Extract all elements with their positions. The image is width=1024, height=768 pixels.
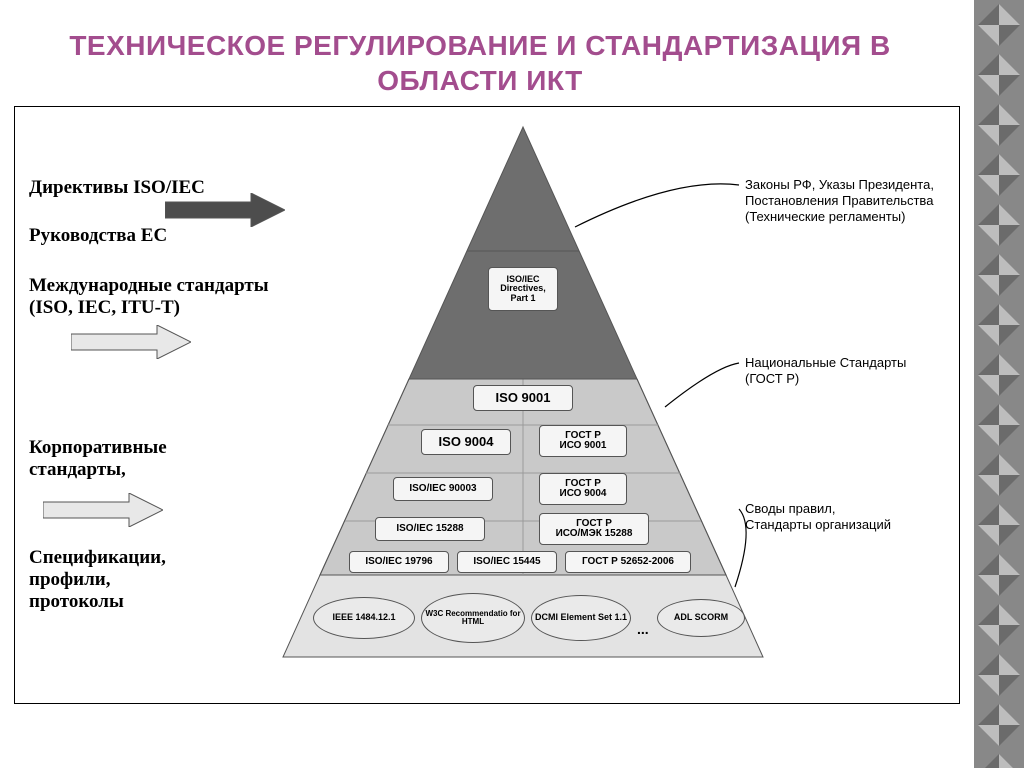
box-iso-iec-directives: ISO/IEC Directives, Part 1 (488, 267, 558, 311)
arrow-bot-light (43, 493, 163, 527)
left-label-guides: Руководства ЕС (29, 225, 167, 247)
text: ГОСТ Р (565, 430, 601, 441)
left-label-intl-b: (ISO, IEC, ITU-T) (29, 297, 180, 319)
ellipsis-dots: ... (637, 621, 649, 637)
left-label-corp-a: Корпоративные (29, 437, 167, 459)
left-label-spec-b: профили, (29, 569, 110, 591)
ellipse-ieee: IEEE 1484.12.1 (313, 597, 415, 639)
arrow-mid-light (71, 325, 191, 359)
box-iso-iec-90003: ISO/IEC 90003 (393, 477, 493, 501)
text: ИСО 9004 (560, 488, 607, 499)
box-iso-iec-15445: ISO/IEC 15445 (457, 551, 557, 573)
box-gost-iso-9001: ГОСТ РИСО 9001 (539, 425, 627, 457)
slide: ТЕХНИЧЕСКОЕ РЕГУЛИРОВАНИЕ И СТАНДАРТИЗАЦ… (0, 0, 1024, 768)
page-title: ТЕХНИЧЕСКОЕ РЕГУЛИРОВАНИЕ И СТАНДАРТИЗАЦ… (0, 28, 960, 98)
box-gost-iso-9004: ГОСТ РИСО 9004 (539, 473, 627, 505)
diagram-frame: Директивы ISO/IEC Руководства ЕС Междуна… (14, 106, 960, 704)
text: ИСО/МЭК 15288 (556, 528, 633, 539)
pyramid: ISO/IEC Directives, Part 1 ISO 9001 ISO … (253, 117, 793, 677)
left-label-corp-b: стандарты, (29, 459, 126, 481)
box-iso-9004: ISO 9004 (421, 429, 511, 455)
ellipse-w3c: W3C Recommendatio for HTML (421, 593, 525, 643)
decorative-strip (974, 0, 1024, 768)
left-label-spec-a: Спецификации, (29, 547, 166, 569)
box-iso-9001: ISO 9001 (473, 385, 573, 411)
left-label-spec-c: протоколы (29, 591, 124, 613)
box-iso-iec-15288: ISO/IEC 15288 (375, 517, 485, 541)
text: ГОСТ Р (576, 518, 612, 529)
ellipse-dcmi: DCMI Element Set 1.1 (531, 595, 631, 641)
text: ГОСТ Р (565, 478, 601, 489)
ellipse-adl-scorm: ADL SCORM (657, 599, 745, 637)
left-label-intl-a: Международные стандарты (29, 275, 269, 297)
box-gost-iso-iec-15288: ГОСТ РИСО/МЭК 15288 (539, 513, 649, 545)
box-iso-iec-19796: ISO/IEC 19796 (349, 551, 449, 573)
text: ИСО 9001 (560, 440, 607, 451)
box-gost-r-52652: ГОСТ Р 52652-2006 (565, 551, 691, 573)
